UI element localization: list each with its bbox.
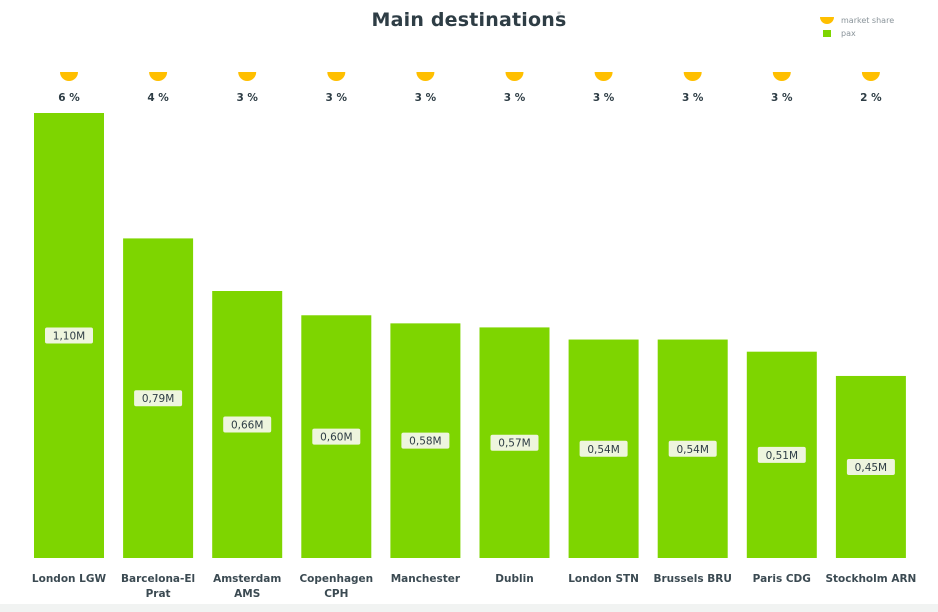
value-label-bg-amsterdam-ams: [223, 416, 272, 433]
chart-title: Main destinations: [0, 9, 938, 31]
value-label-bg-copenhagen-cph: [312, 428, 361, 445]
value-label-london-lgw: 1,10M: [45, 327, 93, 344]
category-label-paris-cdg: Paris CDG: [753, 573, 811, 585]
category-label-line-manchester-0: Manchester: [391, 573, 461, 585]
value-label-barcelona-el-prat: 0,79M: [134, 390, 183, 407]
category-label-line-stockholm-arn-0: Stockholm ARN: [825, 573, 916, 585]
legend-label-pax: pax: [841, 29, 856, 38]
share-label-london-stn: 3 %: [593, 92, 615, 104]
category-label-stockholm-arn: Stockholm ARN: [825, 573, 916, 585]
category-label-barcelona-el-prat: Barcelona-El Prat: [121, 573, 195, 600]
share-label-barcelona-el-prat: 4 %: [147, 92, 169, 104]
value-label-bg-london-lgw: [45, 327, 93, 344]
value-label-brussels-bru: 0,54M: [668, 440, 717, 457]
value-label-bg-dublin: [490, 434, 539, 451]
share-marker-amsterdam-ams[interactable]: [238, 72, 257, 82]
category-label-line-london-stn-0: London STN: [568, 573, 639, 585]
legend-item-market-share[interactable]: market share: [820, 14, 930, 27]
legend-swatch-pax: [823, 30, 831, 37]
share-marker-london-lgw[interactable]: [60, 72, 78, 81]
value-label-bg-stockholm-arn: [846, 458, 895, 475]
category-label-london-stn: London STN: [568, 573, 639, 585]
value-label-text-dublin: 0,57M: [498, 438, 530, 450]
category-label-line-copenhagen-cph-1: CPH: [324, 588, 348, 600]
category-label-line-dublin-0: Dublin: [495, 573, 533, 585]
share-marker-paris-cdg[interactable]: [772, 72, 791, 81]
chart-legend: market share pax: [820, 14, 930, 40]
share-label-manchester: 3 %: [415, 92, 437, 104]
category-label-line-brussels-bru-0: Brussels BRU: [653, 573, 731, 585]
category-label-line-amsterdam-ams-1: AMS: [234, 588, 260, 600]
value-label-text-brussels-bru: 0,54M: [676, 444, 708, 456]
value-label-amsterdam-ams: 0,66M: [223, 416, 272, 433]
value-label-text-copenhagen-cph: 0,60M: [320, 432, 352, 444]
share-marker-london-stn[interactable]: [594, 72, 613, 81]
value-label-text-paris-cdg: 0,51M: [766, 450, 798, 462]
value-label-bg-barcelona-el-prat: [134, 390, 183, 407]
value-label-text-barcelona-el-prat: 0,79M: [142, 393, 174, 405]
value-label-text-london-lgw: 1,10M: [53, 331, 85, 343]
value-label-london-stn: 0,54M: [579, 440, 628, 457]
share-label-paris-cdg: 3 %: [771, 92, 793, 104]
value-label-text-manchester: 0,58M: [409, 436, 441, 448]
value-label-paris-cdg: 0,51M: [757, 446, 806, 463]
legend-label-market-share: market share: [841, 16, 895, 25]
share-label-london-lgw: 6 %: [58, 92, 80, 104]
chart-title-footnote-mark: *: [557, 10, 561, 19]
bottom-edge-strip: [0, 604, 938, 612]
value-label-bg-manchester: [401, 432, 450, 449]
category-label-line-london-lgw-0: London LGW: [32, 573, 107, 585]
legend-item-pax[interactable]: pax: [820, 27, 930, 40]
value-label-text-london-stn: 0,54M: [587, 444, 619, 456]
value-label-text-stockholm-arn: 0,45M: [855, 462, 887, 474]
share-marker-manchester[interactable]: [416, 72, 435, 81]
value-label-copenhagen-cph: 0,60M: [312, 428, 361, 445]
share-label-stockholm-arn: 2 %: [860, 92, 882, 104]
category-label-london-lgw: London LGW: [32, 573, 107, 585]
category-label-copenhagen-cph: Copenhagen CPH: [299, 573, 373, 600]
share-marker-barcelona-el-prat[interactable]: [149, 72, 168, 81]
share-label-copenhagen-cph: 3 %: [326, 92, 348, 104]
share-marker-dublin[interactable]: [505, 72, 524, 81]
value-label-bg-london-stn: [579, 440, 628, 457]
share-marker-stockholm-arn[interactable]: [861, 72, 880, 81]
category-label-amsterdam-ams: Amsterdam AMS: [213, 573, 281, 600]
share-label-dublin: 3 %: [504, 92, 526, 104]
value-label-bg-paris-cdg: [757, 446, 806, 463]
category-label-brussels-bru: Brussels BRU: [653, 573, 731, 585]
legend-swatch-market-share: [820, 17, 834, 24]
chart-title-text: Main destinations: [371, 9, 567, 31]
category-label-line-barcelona-el-prat-0: Barcelona-El: [121, 573, 195, 585]
category-label-line-amsterdam-ams-0: Amsterdam: [213, 573, 281, 585]
value-label-bg-brussels-bru: [668, 440, 717, 457]
value-label-stockholm-arn: 0,45M: [846, 458, 895, 475]
category-label-line-barcelona-el-prat-1: Prat: [146, 588, 171, 600]
category-label-line-copenhagen-cph-0: Copenhagen: [299, 573, 373, 585]
share-marker-brussels-bru[interactable]: [683, 72, 702, 81]
value-label-text-amsterdam-ams: 0,66M: [231, 420, 263, 432]
value-label-manchester: 0,58M: [401, 432, 450, 449]
share-marker-copenhagen-cph[interactable]: [327, 72, 346, 81]
category-label-line-paris-cdg-0: Paris CDG: [753, 573, 811, 585]
value-label-dublin: 0,57M: [490, 434, 539, 451]
category-label-dublin: Dublin: [495, 573, 533, 585]
share-label-brussels-bru: 3 %: [682, 92, 704, 104]
share-label-amsterdam-ams: 3 %: [236, 92, 258, 104]
category-label-manchester: Manchester: [391, 573, 461, 585]
